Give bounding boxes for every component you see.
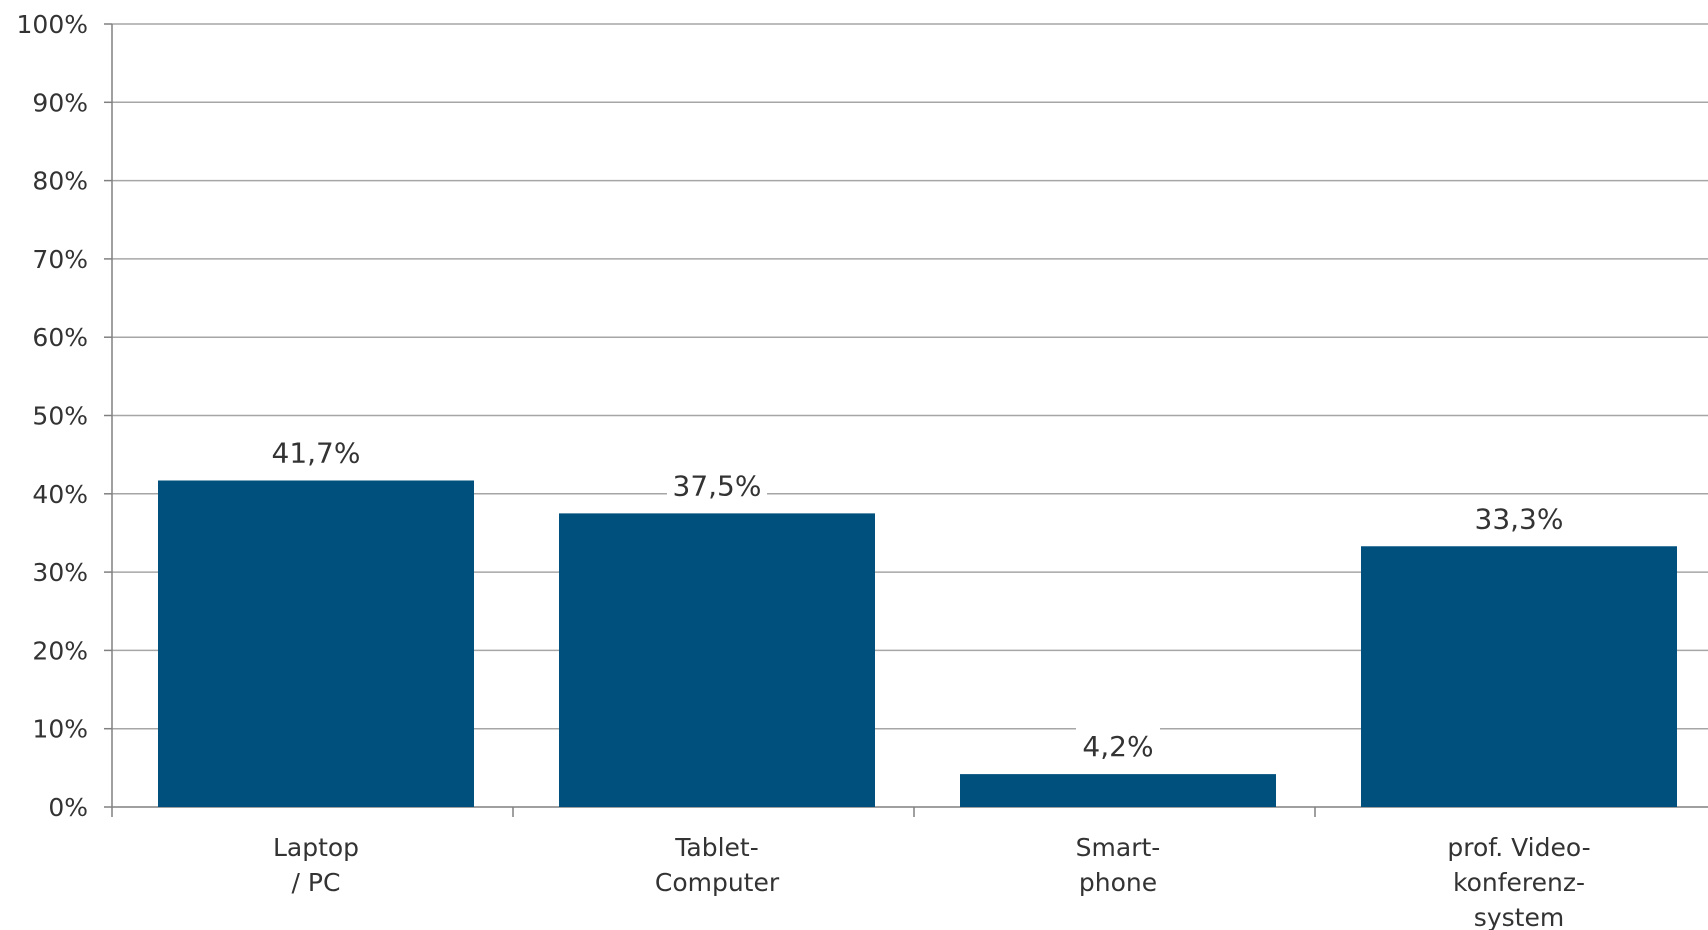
y-tick-label: 80% — [32, 167, 88, 196]
data-label-background — [266, 432, 366, 471]
category-label-line: phone — [1079, 868, 1157, 897]
data-label-background — [667, 465, 767, 504]
data-label: 33,3% — [1475, 502, 1564, 535]
y-tick-label: 60% — [32, 323, 88, 352]
y-tick-label: 70% — [32, 245, 88, 274]
y-tick-label: 90% — [32, 88, 88, 117]
category-label-line: Computer — [655, 868, 780, 897]
bars — [158, 480, 1677, 807]
y-tick-labels: 0% 10% 20% 30% 40% 50% 60% 70% 80% 90% 100% — [17, 10, 88, 822]
bar — [158, 480, 474, 807]
category-label-line: Smart- — [1076, 833, 1161, 862]
category-label: Laptop / PC — [273, 833, 359, 897]
data-labels: 41,7% 37,5% 4,2% 33,3% — [266, 432, 1569, 765]
bar — [960, 774, 1276, 807]
y-tick-label: 50% — [32, 402, 88, 431]
y-tick-label: 20% — [32, 636, 88, 665]
bar — [559, 513, 875, 807]
data-label: 37,5% — [673, 469, 762, 502]
category-label-line: konferenz- — [1453, 868, 1585, 897]
data-label: 41,7% — [272, 436, 361, 469]
category-label-line: / PC — [292, 868, 341, 897]
x-category-labels: Laptop / PC Tablet- Computer Smart-phone prof… — [273, 833, 1591, 930]
bar — [1361, 546, 1677, 807]
category-label-line: Tablet- — [674, 833, 758, 862]
category-label-line: system — [1474, 903, 1564, 930]
y-tick-label: 100% — [17, 10, 88, 39]
data-label: 4,2% — [1082, 730, 1153, 763]
data-label-background — [1076, 726, 1160, 765]
category-label-line: Laptop — [273, 833, 359, 862]
data-label-background — [1469, 498, 1569, 537]
category-label: Smart-phone — [1076, 833, 1161, 897]
y-tick-label: 30% — [32, 558, 88, 587]
category-label: prof. Video-konferenz-system — [1447, 833, 1590, 930]
category-label: Tablet- Computer — [655, 833, 780, 897]
category-label-line: prof. Video- — [1447, 833, 1590, 862]
y-tick-label: 10% — [32, 715, 88, 744]
y-tick-label: 40% — [32, 480, 88, 509]
y-tick-label: 0% — [48, 793, 88, 822]
